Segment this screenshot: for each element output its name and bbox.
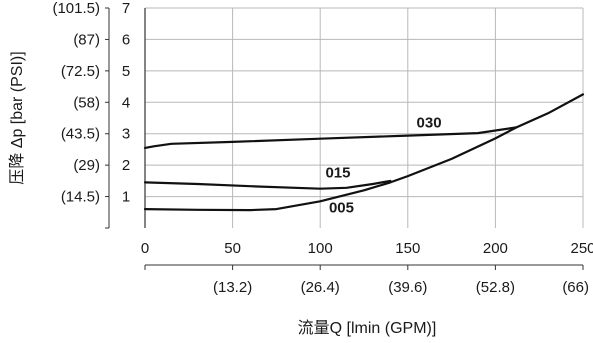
x-secondary-tick-label: (26.4) — [301, 279, 340, 296]
x-secondary-tick-label: (39.6) — [388, 279, 427, 296]
x-secondary-tick-label: (66) — [562, 279, 589, 296]
y-secondary-tick-label: (58) — [73, 94, 100, 111]
x-tick-label: 200 — [483, 240, 508, 257]
y-tick-label: 7 — [122, 0, 130, 17]
y-secondary-tick-label: (101.5) — [52, 0, 100, 17]
y-axis-title: 压降 Δp [bar (PSI)] — [8, 51, 26, 184]
x-tick-label: 50 — [224, 240, 241, 257]
axes — [105, 7, 584, 270]
series-line-015 — [143, 179, 392, 190]
series-lines — [143, 93, 585, 212]
plot-area — [145, 8, 583, 228]
y-secondary-tick-labels: (14.5) (29) (43.5) (58) (72.5) (87) (101.5) — [52, 0, 100, 206]
y-tick-label: 4 — [122, 94, 130, 111]
grid — [145, 7, 584, 228]
y-secondary-tick-label: (14.5) — [61, 189, 100, 206]
x-axis-title: 流量Q [lmin (GPM)] — [298, 319, 437, 337]
y-secondary-tick-label: (29) — [73, 157, 100, 174]
x-tick-label: 0 — [141, 240, 149, 257]
y-tick-label: 3 — [122, 126, 130, 143]
x-secondary-tick-label: (52.8) — [476, 279, 515, 296]
series-labels: 005 015 030 — [325, 114, 441, 216]
x-secondary-tick-labels: (13.2) (26.4) (39.6) (52.8) (66) — [213, 279, 589, 296]
y-tick-label: 2 — [122, 157, 130, 174]
x-tick-label: 150 — [395, 240, 420, 257]
y-secondary-tick-label: (72.5) — [61, 63, 100, 80]
series-label-030: 030 — [417, 114, 442, 131]
x-tick-label: 100 — [308, 240, 333, 257]
x-secondary-tick-label: (13.2) — [213, 279, 252, 296]
series-label-005: 005 — [329, 199, 354, 216]
x-tick-labels: 0 50 100 150 200 250 — [141, 240, 593, 257]
y-tick-label: 6 — [122, 31, 130, 48]
y-tick-label: 1 — [122, 189, 130, 206]
x-tick-label: 250 — [570, 240, 593, 257]
series-label-015: 015 — [325, 165, 350, 182]
y-tick-labels: 1 2 3 4 5 6 7 — [122, 0, 130, 206]
y-secondary-tick-label: (87) — [73, 31, 100, 48]
series-line-030 — [143, 126, 518, 149]
y-tick-label: 5 — [122, 63, 130, 80]
y-secondary-tick-label: (43.5) — [61, 126, 100, 143]
